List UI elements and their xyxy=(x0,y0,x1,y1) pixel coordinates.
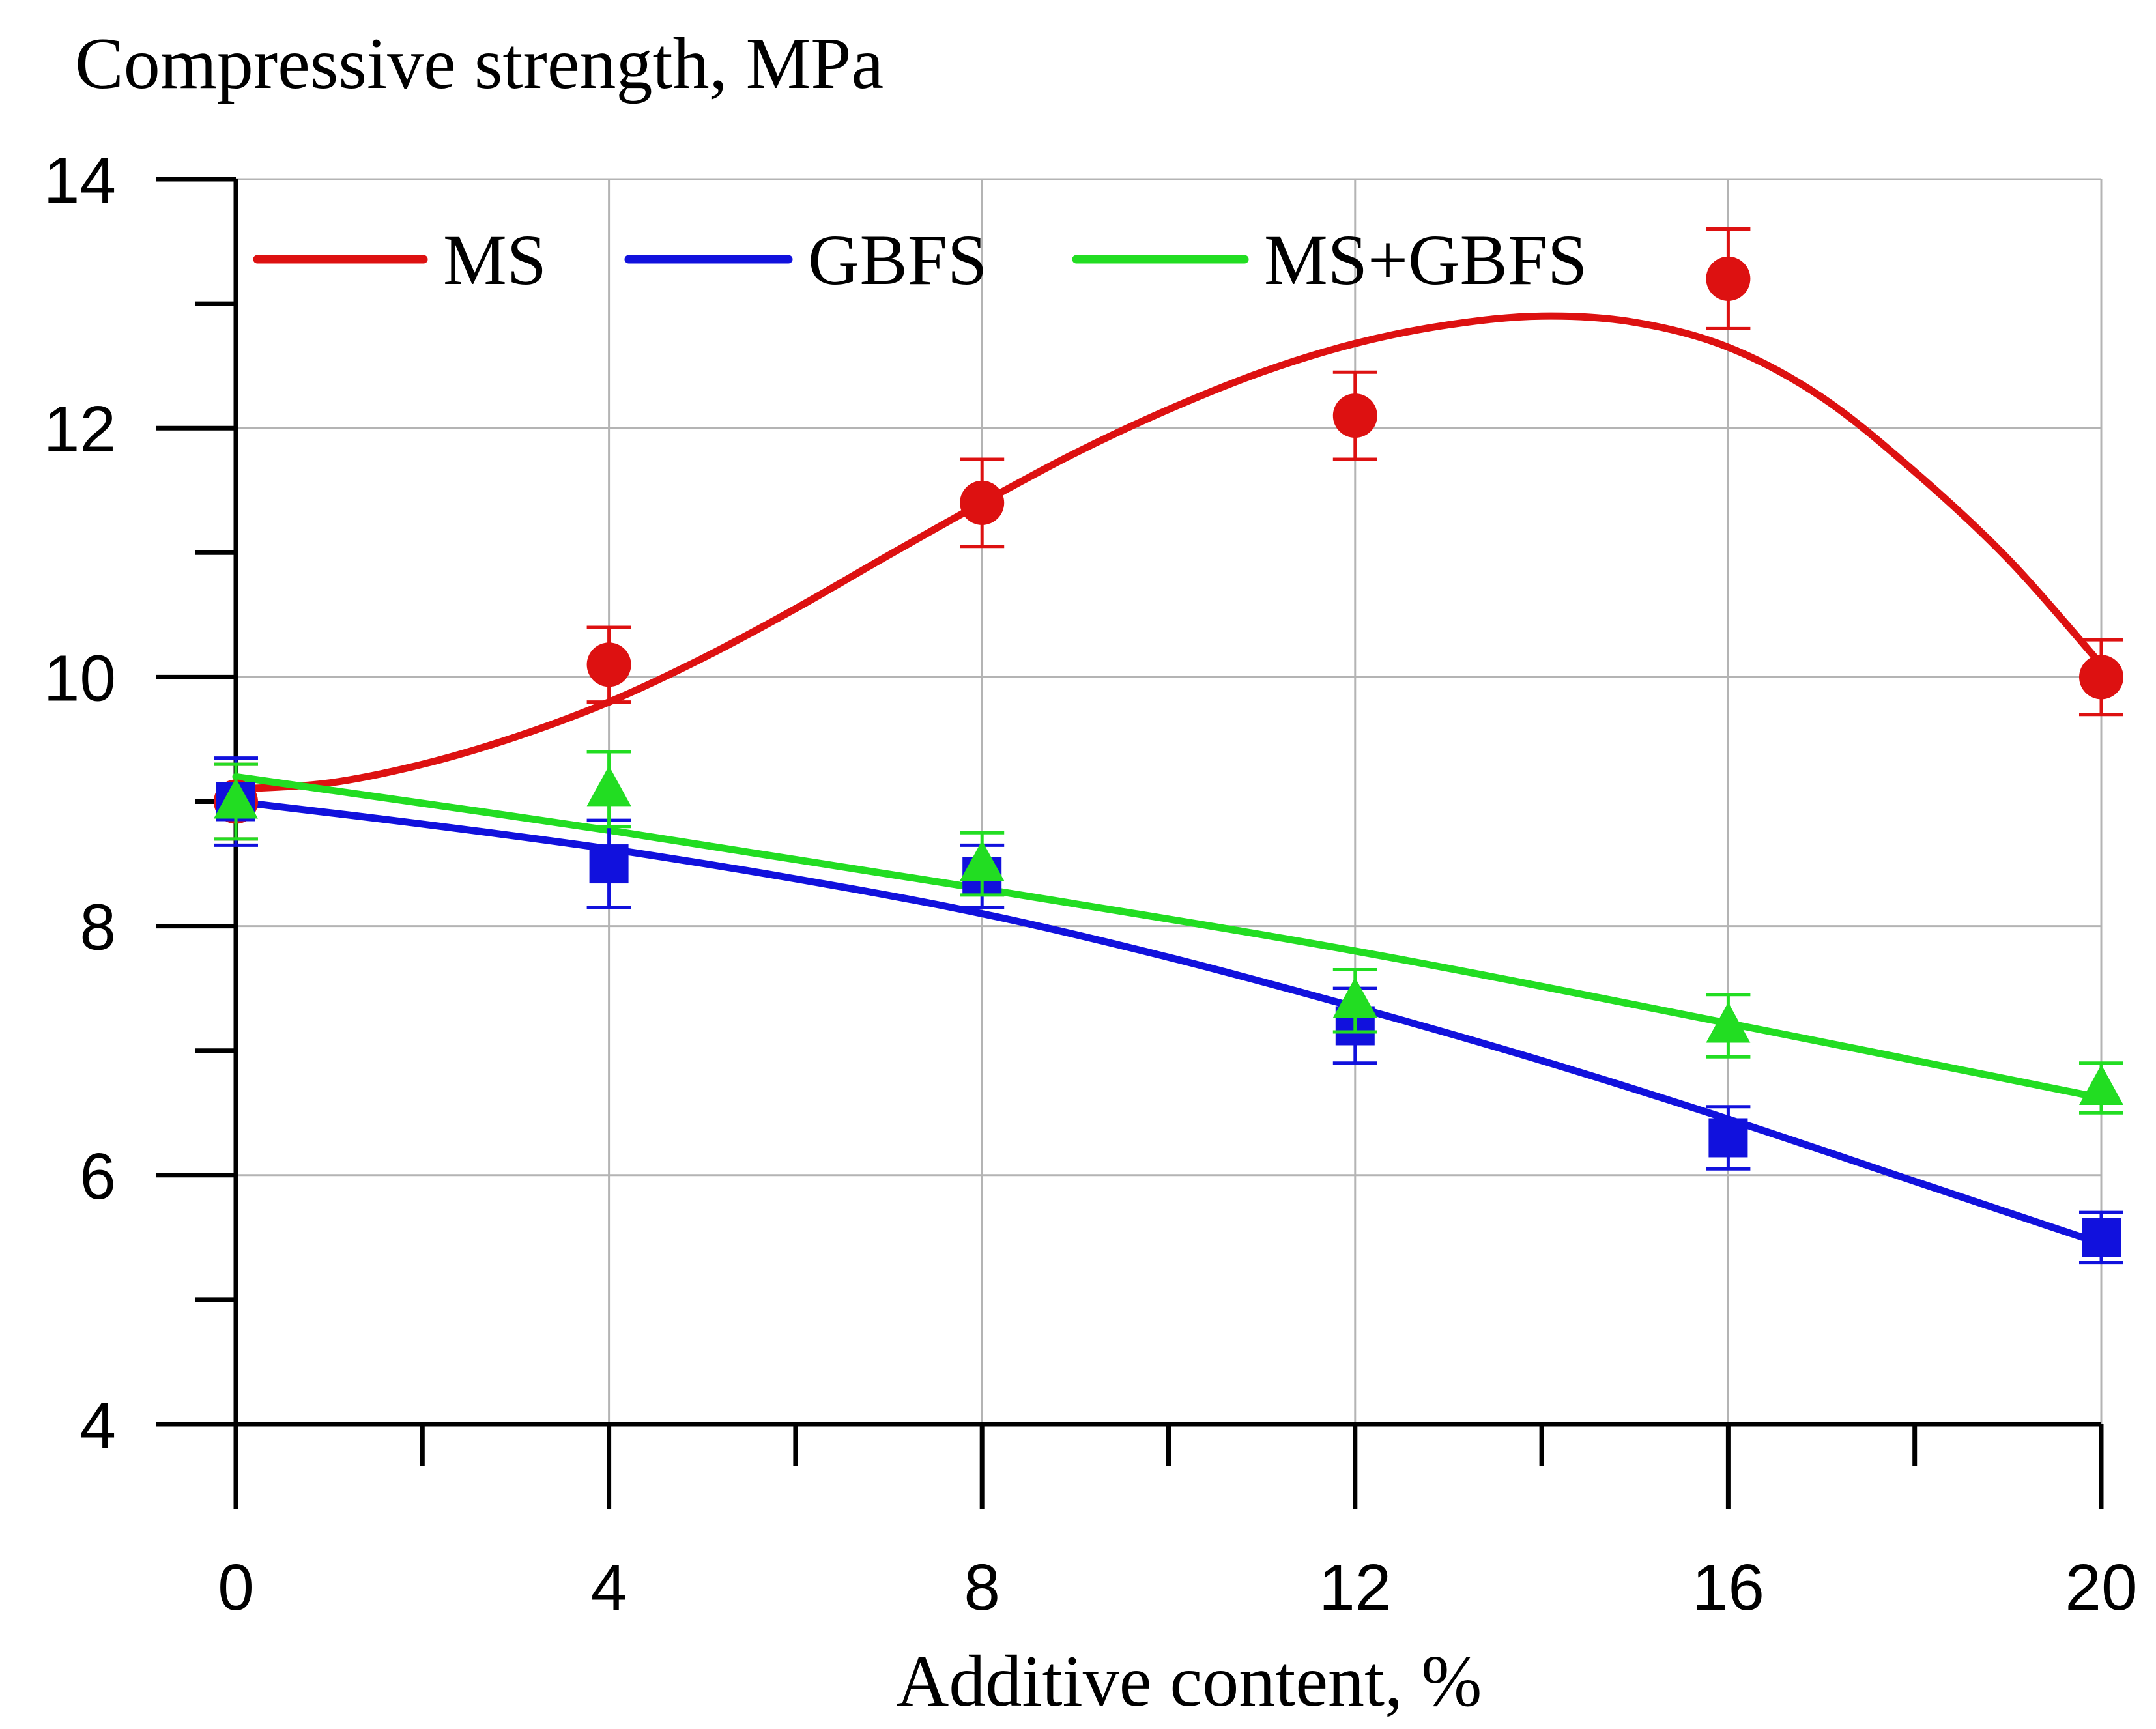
points-ms xyxy=(214,227,2123,841)
axes xyxy=(156,177,2104,1509)
y-axis-title: Compressive strength, MPa xyxy=(75,23,884,104)
y-tick-label-8: 8 xyxy=(79,891,116,964)
fit-line-ms xyxy=(232,312,2105,793)
legend-label-ms: MS xyxy=(443,220,547,300)
x-tick-label-8: 8 xyxy=(964,1551,1000,1624)
data-point-ms-gbfs-8 xyxy=(960,840,1005,881)
data-point-ms-4 xyxy=(586,642,631,687)
y-tick-label-4: 4 xyxy=(79,1389,116,1462)
x-tick-label-12: 12 xyxy=(1319,1551,1391,1624)
data-point-gbfs-20 xyxy=(2082,1218,2121,1257)
x-tick-label-0: 0 xyxy=(218,1551,254,1624)
data-point-ms-12 xyxy=(1332,393,1377,438)
data-point-ms-16 xyxy=(1706,256,1751,301)
grid xyxy=(236,178,2103,1424)
x-tick-label-20: 20 xyxy=(2065,1551,2137,1624)
fit-line-gbfs xyxy=(232,798,2105,1248)
data-point-ms-8 xyxy=(960,480,1005,525)
data-point-ms-gbfs-0 xyxy=(214,778,258,819)
y-tick-label-10: 10 xyxy=(44,642,116,715)
data-point-ms-20 xyxy=(2079,655,2123,700)
series-layer xyxy=(214,227,2123,1265)
series-gbfs xyxy=(232,798,2105,1248)
data-point-gbfs-4 xyxy=(589,844,629,884)
data-point-ms-gbfs-4 xyxy=(586,765,631,807)
legend-label-gbfs: GBFS xyxy=(808,220,987,300)
legend: MS GBFS MS+GBFS xyxy=(253,220,1587,300)
data-point-ms-gbfs-16 xyxy=(1706,1002,1751,1043)
x-axis-title: Additive content, % xyxy=(897,1641,1482,1722)
series-ms-gbfs xyxy=(232,773,2105,1102)
tick-labels: 4 6 8 10 12 14 0 4 8 12 16 20 xyxy=(44,144,2138,1624)
x-tick-label-16: 16 xyxy=(1692,1551,1764,1624)
y-tick-label-6: 6 xyxy=(79,1140,116,1213)
legend-label-ms-gbfs: MS+GBFS xyxy=(1264,220,1587,300)
y-tick-label-14: 14 xyxy=(44,144,116,217)
fit-line-ms-gbfs xyxy=(232,773,2105,1102)
data-point-ms-gbfs-12 xyxy=(1332,977,1377,1018)
data-point-gbfs-16 xyxy=(1708,1118,1748,1158)
y-tick-label-12: 12 xyxy=(44,393,116,466)
data-point-ms-gbfs-20 xyxy=(2079,1065,2123,1106)
series-ms xyxy=(232,312,2105,793)
x-tick-label-4: 4 xyxy=(591,1551,627,1624)
points-ms-gbfs xyxy=(214,750,2123,1115)
